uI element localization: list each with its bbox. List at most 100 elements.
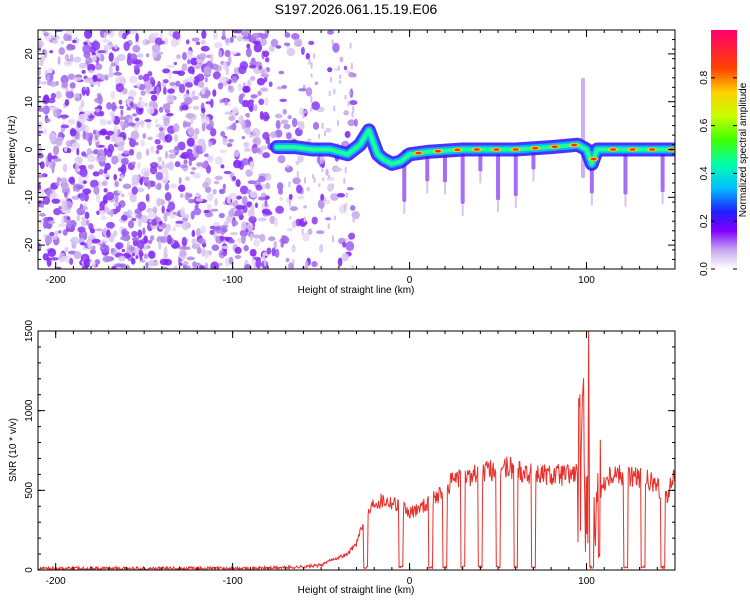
noise-blob bbox=[154, 37, 163, 46]
noise-blob bbox=[193, 152, 199, 158]
noise-blob bbox=[62, 229, 68, 236]
noise-blob bbox=[135, 120, 145, 125]
noise-blob bbox=[82, 44, 92, 55]
noise-blob bbox=[145, 193, 150, 202]
noise-streak bbox=[312, 174, 315, 179]
noise-blob bbox=[58, 47, 66, 56]
noise-blob bbox=[96, 210, 100, 216]
noise-blob bbox=[219, 149, 227, 153]
noise-blob bbox=[185, 113, 195, 119]
noise-blob bbox=[48, 220, 56, 225]
noise-blob bbox=[100, 53, 105, 62]
noise-blob bbox=[270, 131, 277, 139]
noise-blob bbox=[141, 167, 151, 178]
noise-blob bbox=[84, 78, 93, 84]
noise-blob bbox=[47, 248, 57, 258]
noise-blob bbox=[288, 193, 293, 201]
noise-blob bbox=[229, 192, 238, 200]
noise-blob bbox=[187, 66, 195, 74]
colorbar: 0.0 0.2 0.4 0.6 0.8 Normalized spectral ampl… bbox=[699, 30, 749, 276]
noise-blob bbox=[92, 129, 97, 135]
noise-streak bbox=[313, 53, 316, 59]
noise-blob bbox=[188, 198, 195, 204]
noise-blob bbox=[69, 53, 74, 63]
noise-blob bbox=[77, 209, 82, 215]
noise-streak bbox=[350, 63, 353, 70]
noise-blob bbox=[278, 70, 285, 75]
noise-streak bbox=[351, 265, 354, 269]
noise-blob bbox=[266, 247, 272, 255]
noise-blob bbox=[152, 206, 158, 214]
noise-blob bbox=[91, 51, 96, 57]
noise-blob bbox=[254, 202, 258, 209]
noise-blob bbox=[297, 155, 304, 163]
noise-blob bbox=[177, 141, 186, 151]
noise-blob bbox=[119, 236, 128, 241]
noise-blob bbox=[167, 203, 176, 211]
x-tick-label: 0 bbox=[407, 576, 413, 587]
noise-blob bbox=[196, 73, 205, 82]
noise-blob bbox=[181, 52, 188, 61]
noise-blob bbox=[93, 185, 100, 195]
noise-blob bbox=[142, 133, 147, 139]
noise-blob bbox=[81, 69, 86, 74]
noise-blob bbox=[319, 244, 324, 253]
noise-blob bbox=[80, 123, 86, 132]
noise-blob bbox=[226, 195, 231, 204]
noise-blob bbox=[162, 86, 167, 95]
noise-blob bbox=[204, 76, 208, 83]
noise-blob bbox=[174, 265, 178, 269]
noise-blob bbox=[53, 158, 62, 162]
x-tick-label: -100 bbox=[223, 576, 243, 587]
noise-blob bbox=[193, 207, 202, 216]
noise-blob bbox=[114, 180, 119, 188]
noise-blob bbox=[122, 183, 132, 190]
noise-blob bbox=[92, 260, 96, 269]
noise-blob bbox=[68, 118, 76, 125]
noise-streak bbox=[337, 65, 340, 71]
noise-blob bbox=[100, 215, 107, 220]
noise-streak bbox=[352, 216, 355, 223]
noise-blob bbox=[243, 147, 251, 152]
noise-blob bbox=[147, 239, 153, 244]
noise-blob bbox=[349, 205, 356, 211]
noise-blob bbox=[46, 74, 50, 82]
noise-blob bbox=[83, 259, 90, 268]
noise-blob bbox=[64, 53, 70, 61]
noise-blob bbox=[117, 145, 125, 152]
noise-blob bbox=[191, 167, 197, 171]
noise-blob bbox=[249, 134, 254, 138]
noise-blob bbox=[103, 32, 107, 39]
signal-hotspot-core bbox=[454, 148, 461, 152]
noise-blob bbox=[203, 209, 210, 214]
snr-frame bbox=[37, 330, 676, 571]
noise-blob bbox=[111, 113, 115, 123]
noise-blob bbox=[103, 44, 112, 49]
noise-blob bbox=[136, 151, 143, 160]
noise-blob bbox=[61, 81, 69, 89]
noise-streak bbox=[347, 100, 350, 107]
noise-blob bbox=[252, 40, 261, 45]
noise-blob bbox=[212, 188, 217, 195]
noise-blob bbox=[263, 258, 267, 267]
noise-blob bbox=[311, 260, 318, 268]
noise-blob bbox=[250, 76, 256, 81]
noise-blob bbox=[38, 201, 41, 207]
noise-blob bbox=[115, 136, 124, 143]
noise-blob bbox=[109, 208, 114, 217]
noise-blob bbox=[49, 192, 59, 199]
noise-blob bbox=[227, 85, 235, 93]
noise-blob bbox=[233, 159, 242, 169]
noise-blob bbox=[52, 108, 61, 118]
noise-blob bbox=[122, 87, 128, 95]
noise-blob bbox=[112, 115, 121, 126]
noise-blob bbox=[192, 105, 200, 111]
noise-streak bbox=[331, 39, 334, 46]
noise-blob bbox=[38, 174, 44, 178]
noise-blob bbox=[304, 260, 309, 268]
noise-blob bbox=[220, 131, 226, 137]
noise-blob bbox=[108, 65, 113, 76]
noise-blob bbox=[85, 219, 90, 226]
dropout-tail bbox=[426, 181, 429, 194]
noise-blob bbox=[174, 223, 183, 228]
